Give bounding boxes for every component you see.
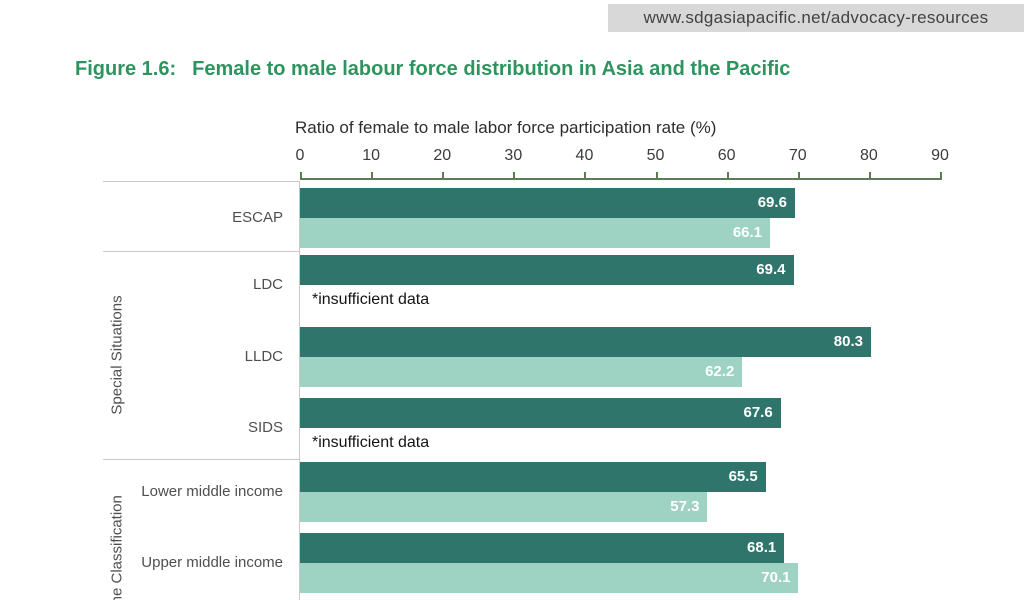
x-tick-label: 50	[646, 147, 665, 164]
plot-left-border	[299, 181, 300, 600]
bar-value-label: 65.5	[728, 468, 758, 485]
x-tick-label: 30	[504, 147, 523, 164]
x-tick-label: 90	[931, 147, 949, 164]
insufficient-data-note: *insufficient data	[312, 434, 430, 451]
bar-value-label: 69.6	[757, 194, 787, 211]
bar-value-label: 68.1	[747, 539, 777, 556]
figure-number: Figure 1.6:	[75, 58, 177, 80]
bar-series2: 57.3	[300, 492, 708, 522]
x-tick-mark	[797, 172, 800, 178]
bar-value-label: 67.6	[743, 404, 773, 421]
figure-title: Figure 1.6: Female to male labour force …	[75, 58, 790, 81]
x-tick-mark	[868, 172, 871, 178]
group-divider	[103, 251, 299, 252]
url-banner: www.sdgasiapacific.net/advocacy-resource…	[608, 4, 1024, 32]
category-label: SIDS	[247, 419, 283, 436]
bar-value-label: 66.1	[732, 224, 763, 241]
bar-value-label: 69.4	[756, 261, 786, 278]
figure-title-text: Female to male labour force distribution…	[192, 58, 791, 80]
x-tick-mark	[371, 172, 374, 178]
group-divider	[103, 459, 299, 460]
category-label: Upper middle income	[141, 554, 283, 571]
category-label: LDC	[252, 276, 283, 293]
bar-value-label: 62.2	[705, 363, 735, 380]
axis-title: Ratio of female to male labor force part…	[295, 118, 717, 137]
category-label: ESCAP	[232, 209, 283, 226]
x-tick-mark	[300, 172, 302, 178]
bar-series1: 69.4	[300, 255, 794, 285]
x-tick-mark	[584, 172, 587, 178]
bar-series2: 70.1	[300, 563, 799, 593]
x-tick-mark	[726, 172, 729, 178]
x-tick-mark	[655, 172, 658, 178]
category-label: Lower middle income	[141, 483, 283, 500]
bar-series2: 62.2	[300, 357, 743, 387]
x-tick-label: 80	[859, 147, 878, 164]
bar-series1: 65.5	[300, 462, 766, 492]
bar-series1: 69.6	[300, 188, 795, 218]
x-tick-label: 20	[433, 147, 452, 164]
x-tick-label: 70	[788, 147, 807, 164]
bar-value-label: 70.1	[761, 569, 791, 586]
bar-series2: 66.1	[300, 218, 771, 248]
x-tick-mark	[939, 172, 942, 178]
label-column-top-border	[103, 181, 299, 182]
bar-series1: 80.3	[300, 327, 871, 357]
bar-series1: 67.6	[300, 398, 781, 428]
group-label: Income Classification	[108, 495, 126, 600]
category-label: LLDC	[244, 348, 283, 365]
x-tick-label: 60	[717, 147, 736, 164]
x-tick-mark	[442, 172, 445, 178]
bar-value-label: 57.3	[670, 498, 700, 515]
bar-value-label: 80.3	[833, 333, 863, 350]
group-label: Special Situations	[108, 295, 126, 415]
x-tick-label: 10	[362, 147, 381, 164]
x-tick-label: 40	[575, 147, 594, 164]
bar-series1: 68.1	[300, 533, 785, 563]
insufficient-data-note: *insufficient data	[312, 291, 430, 308]
x-axis-line	[300, 178, 942, 180]
x-tick-label: 0	[295, 147, 305, 164]
x-tick-mark	[513, 172, 516, 178]
